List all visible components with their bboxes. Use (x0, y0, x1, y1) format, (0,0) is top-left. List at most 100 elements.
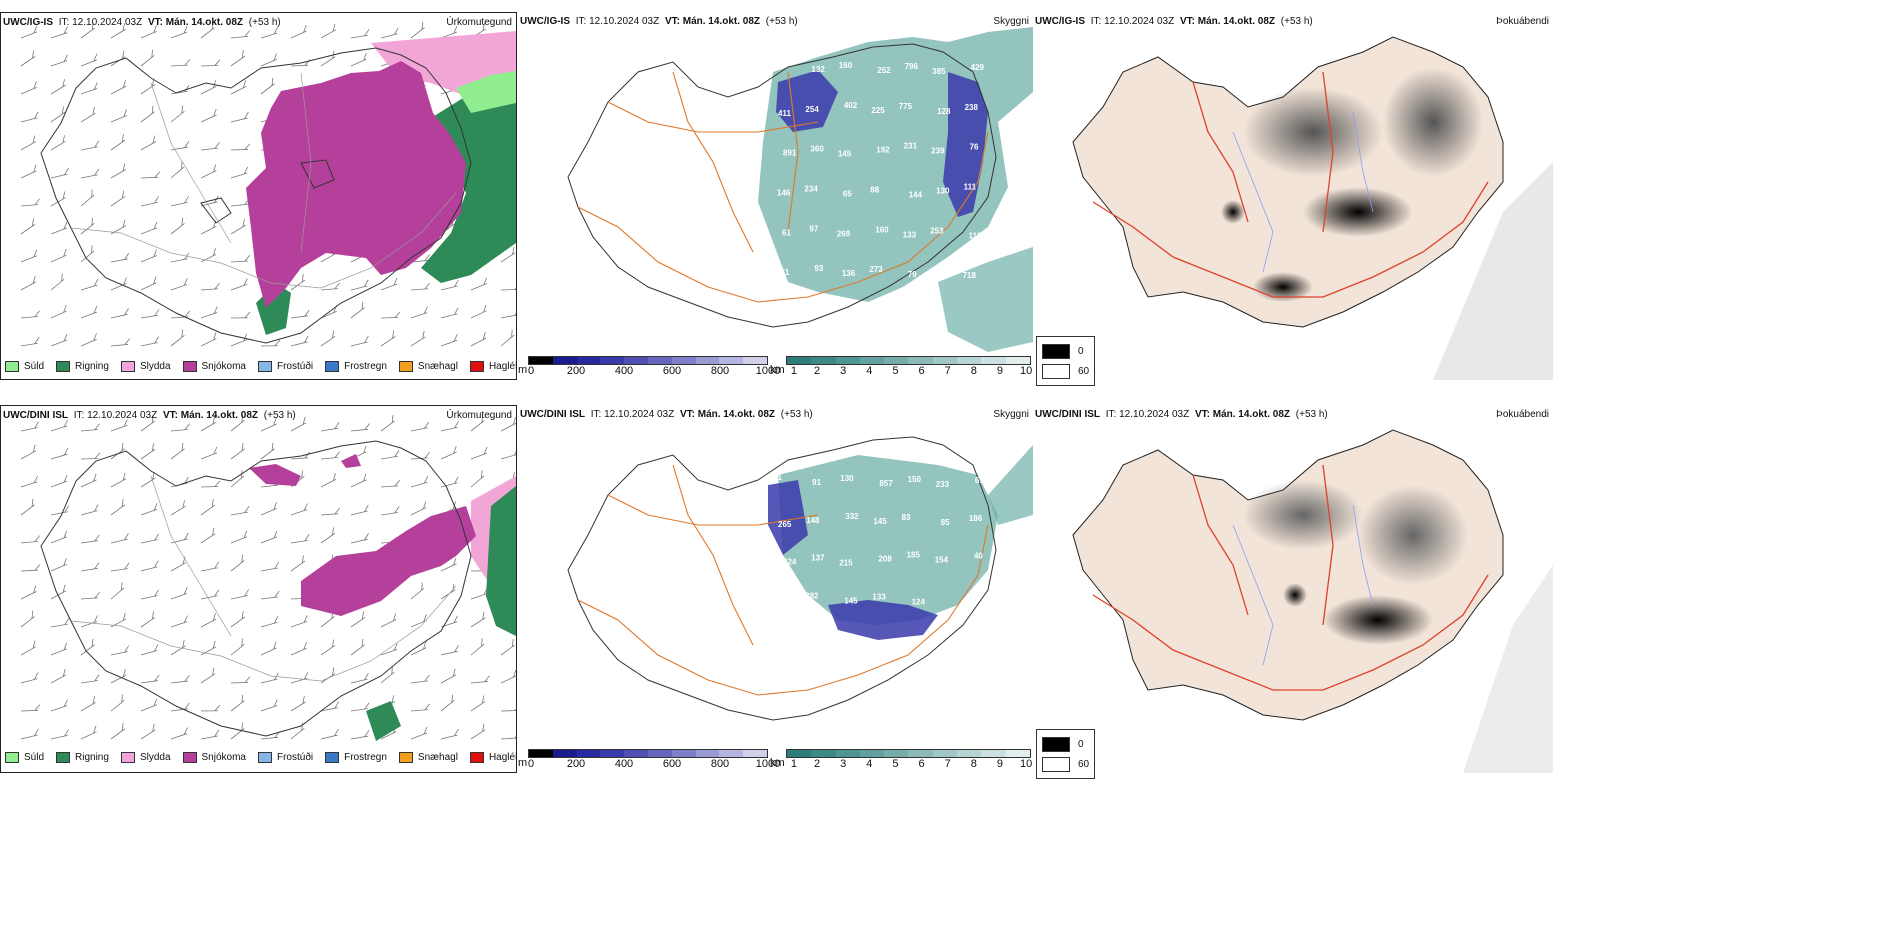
visibility-value: 253 (930, 226, 944, 235)
legend-swatch (469, 361, 484, 372)
wind-barb (380, 643, 398, 656)
wind-barb (140, 415, 156, 432)
wind-barb (230, 198, 250, 207)
visibility-value: 186 (969, 514, 983, 523)
panel-name: Úrkomutegund (446, 410, 512, 421)
legend-swatch (257, 361, 272, 372)
iceland-outline (40, 440, 472, 737)
wind-barb (50, 273, 65, 291)
wind-barb (140, 443, 156, 460)
wind-barb (20, 135, 36, 151)
wind-barb (110, 582, 125, 600)
wind-barb (350, 335, 369, 347)
wind-barb (230, 676, 251, 684)
fog-legend-item: 60 (1042, 754, 1089, 774)
wind-barb (20, 249, 38, 263)
wind-barb (350, 611, 366, 628)
scale-tick-label: 200 (566, 758, 586, 770)
wind-barb (440, 445, 457, 460)
wind-barb (230, 333, 248, 347)
wind-barb (230, 443, 245, 460)
scale-tick-label: 3 (840, 365, 847, 377)
wind-barb (260, 26, 279, 39)
roads (577, 71, 989, 303)
legend-label: Snæhagl (417, 752, 458, 763)
scale-color-step (932, 750, 958, 757)
fog-legend-item: 60 (1042, 361, 1089, 381)
wind-barb (50, 106, 66, 123)
scale-tick-label: 4 (866, 365, 873, 377)
scale-color-step (957, 357, 982, 364)
scale-color-step (600, 750, 625, 757)
wind-barb (380, 415, 395, 432)
legend-swatch (182, 361, 197, 372)
panel-title: UWC/DINI ISL IT: 12.10.2024 03Z VT: Mán.… (520, 409, 813, 420)
wind-barb (20, 275, 37, 291)
wind-barb (230, 589, 249, 600)
precip-legend: Súld Rigning Slydda Snjókoma Frostúði Frostre… (5, 752, 529, 763)
legend-item: Slydda (120, 361, 171, 372)
legend-item: Snæhagl (398, 752, 458, 763)
wind-barb (440, 307, 459, 319)
wind-barb (80, 674, 100, 684)
legend-label: Frostúði (276, 361, 314, 372)
wind-barb (80, 562, 100, 572)
wind-barb (170, 532, 189, 544)
visibility-value-labels: 108 132 160 252 796 385 429 411 254 402 225 775 128 2… (773, 60, 984, 280)
wind-barb (140, 503, 158, 516)
wind-barb (350, 301, 365, 319)
scale-unit-m: m (518, 364, 528, 376)
wind-barb (20, 585, 37, 600)
legend-swatch (325, 361, 340, 372)
scale-color-step (787, 750, 812, 757)
visibility-value: 208 (878, 555, 892, 564)
wind-barb (140, 309, 160, 319)
wind-barb (50, 304, 67, 319)
wind-barb (320, 282, 340, 291)
fog-legend-swatch (1042, 363, 1070, 379)
iceland-outline (567, 436, 997, 721)
fog-moderate (1243, 480, 1363, 550)
wind-barb (80, 107, 96, 123)
legend-swatch (5, 752, 19, 763)
visibility-km-scale: 1 2 3 4 5 6 7 8 9 10 km (770, 356, 1032, 379)
scale-color-step (671, 357, 696, 364)
wind-barb (50, 584, 67, 600)
rivers (1232, 504, 1374, 666)
wind-barb (290, 555, 306, 572)
scale-color-step (835, 357, 860, 364)
wind-barb (410, 282, 431, 291)
wind-barb (80, 534, 100, 544)
legend-label: Slydda (139, 361, 171, 372)
scale-color-step (1005, 357, 1030, 364)
wind-barb (110, 472, 127, 488)
fog-index-panel-top: UWC/IG-IS IT: 12.10.2024 03Z VT: Mán. 14… (1033, 12, 1553, 386)
scale-tick-label: 1000 (755, 365, 781, 377)
visibility-value: 382 (805, 591, 819, 600)
wind-barb (110, 163, 127, 179)
fog-moderate (1243, 87, 1383, 177)
visibility-value: 130 (936, 187, 950, 196)
legend-swatch (398, 361, 413, 372)
wind-barb (110, 252, 130, 263)
wind-barb (290, 503, 308, 516)
wind-barb (20, 337, 40, 347)
visibility-value: 85 (941, 518, 950, 527)
wind-barb (200, 248, 217, 263)
fog-dense (1221, 200, 1245, 224)
wind-barb (470, 675, 490, 684)
wind-barb (200, 704, 221, 712)
wind-barb (350, 702, 370, 712)
wind-barb (440, 334, 458, 347)
wind-barb (440, 476, 459, 488)
visibility-value: 130 (840, 474, 854, 483)
wind-barb (230, 722, 245, 740)
wind-barb (170, 423, 190, 432)
wind-barb (110, 109, 127, 123)
wind-barb (260, 339, 281, 347)
visibility-value: 111 (964, 183, 977, 192)
wind-barb (410, 703, 431, 712)
scale-tick-label: 200 (566, 365, 586, 377)
wind-barb (20, 421, 40, 432)
wind-barb (170, 196, 189, 207)
